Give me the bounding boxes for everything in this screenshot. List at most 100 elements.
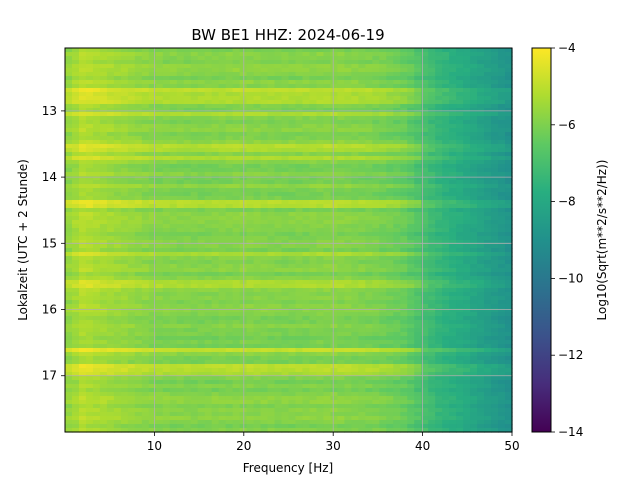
- heatmap-cell: [386, 180, 394, 185]
- heatmap-cell: [78, 192, 87, 197]
- heatmap-cell: [477, 340, 485, 345]
- heatmap-cell: [239, 104, 248, 109]
- heatmap-cell: [351, 196, 359, 201]
- heatmap-cell: [92, 356, 101, 361]
- heatmap-cell: [155, 96, 164, 101]
- heatmap-cell: [134, 296, 143, 301]
- heatmap-cell: [281, 316, 290, 321]
- heatmap-cell: [274, 176, 283, 181]
- heatmap-cell: [211, 124, 220, 129]
- heatmap-cell: [435, 156, 443, 161]
- heatmap-cell: [386, 132, 394, 137]
- heatmap-cell: [78, 212, 87, 217]
- heatmap-cell: [274, 180, 283, 185]
- heatmap-cell: [372, 164, 380, 169]
- heatmap-cell: [491, 140, 499, 145]
- heatmap-cell: [225, 116, 234, 121]
- heatmap-cell: [498, 308, 506, 313]
- heatmap-cell: [372, 212, 380, 217]
- heatmap-cell: [204, 276, 213, 281]
- heatmap-cell: [71, 172, 80, 177]
- heatmap-cell: [463, 236, 471, 241]
- heatmap-cell: [456, 60, 464, 65]
- heatmap-cell: [253, 260, 262, 265]
- heatmap-cell: [225, 48, 234, 53]
- heatmap-cell: [134, 112, 143, 117]
- heatmap-cell: [456, 288, 464, 293]
- heatmap-cell: [218, 228, 227, 233]
- heatmap-cell: [169, 220, 178, 225]
- heatmap-cell: [260, 212, 269, 217]
- heatmap-cell: [323, 244, 331, 249]
- heatmap-cell: [421, 328, 429, 333]
- heatmap-cell: [435, 232, 443, 237]
- heatmap-cell: [393, 248, 401, 253]
- heatmap-cell: [134, 48, 143, 53]
- heatmap-cell: [106, 288, 115, 293]
- heatmap-cell: [302, 96, 311, 101]
- heatmap-cell: [92, 268, 101, 273]
- heatmap-cell: [372, 224, 380, 229]
- heatmap-cell: [176, 112, 185, 117]
- heatmap-cell: [155, 312, 164, 317]
- heatmap-cell: [246, 120, 255, 125]
- heatmap-cell: [484, 116, 492, 121]
- heatmap-cell: [351, 84, 359, 89]
- heatmap-cell: [169, 104, 178, 109]
- heatmap-cell: [421, 292, 429, 297]
- heatmap-cell: [99, 232, 108, 237]
- heatmap-cell: [302, 100, 311, 105]
- heatmap-cell: [260, 276, 269, 281]
- heatmap-cell: [85, 176, 94, 181]
- heatmap-cell: [491, 88, 499, 93]
- heatmap-cell: [267, 284, 276, 289]
- heatmap-cell: [85, 88, 94, 93]
- heatmap-cell: [309, 220, 318, 225]
- heatmap-cell: [113, 344, 122, 349]
- heatmap-cell: [65, 84, 73, 89]
- heatmap-cell: [141, 196, 150, 201]
- heatmap-cell: [71, 236, 80, 241]
- heatmap-cell: [484, 180, 492, 185]
- heatmap-cell: [470, 168, 478, 173]
- heatmap-cell: [134, 68, 143, 73]
- heatmap-cell: [477, 84, 485, 89]
- heatmap-cell: [442, 252, 450, 257]
- heatmap-cell: [295, 188, 304, 193]
- heatmap-cell: [470, 268, 478, 273]
- heatmap-cell: [442, 320, 450, 325]
- heatmap-cell: [78, 120, 87, 125]
- heatmap-cell: [65, 232, 73, 237]
- heatmap-cell: [99, 256, 108, 261]
- heatmap-cell: [260, 84, 269, 89]
- heatmap-cell: [183, 220, 192, 225]
- heatmap-cell: [393, 284, 401, 289]
- heatmap-cell: [211, 272, 220, 277]
- heatmap-cell: [113, 108, 122, 113]
- heatmap-cell: [162, 344, 171, 349]
- heatmap-cell: [470, 244, 478, 249]
- heatmap-cell: [351, 172, 359, 177]
- heatmap-cell: [295, 292, 304, 297]
- heatmap-cell: [232, 272, 241, 277]
- heatmap-cell: [162, 304, 171, 309]
- heatmap-cell: [260, 140, 269, 145]
- heatmap-cell: [351, 48, 359, 53]
- heatmap-cell: [246, 112, 255, 117]
- heatmap-cell: [71, 204, 80, 209]
- heatmap-cell: [302, 200, 311, 205]
- heatmap-cell: [470, 124, 478, 129]
- heatmap-cell: [463, 296, 471, 301]
- heatmap-cell: [127, 344, 136, 349]
- heatmap-cell: [176, 180, 185, 185]
- heatmap-cell: [239, 332, 248, 337]
- heatmap-cell: [267, 156, 276, 161]
- heatmap-cell: [288, 228, 297, 233]
- heatmap-cell: [267, 280, 276, 285]
- heatmap-cell: [505, 192, 513, 197]
- heatmap-cell: [197, 340, 206, 345]
- heatmap-cell: [316, 128, 325, 133]
- heatmap-cell: [330, 216, 338, 221]
- heatmap-cell: [211, 288, 220, 293]
- heatmap-cell: [106, 136, 115, 141]
